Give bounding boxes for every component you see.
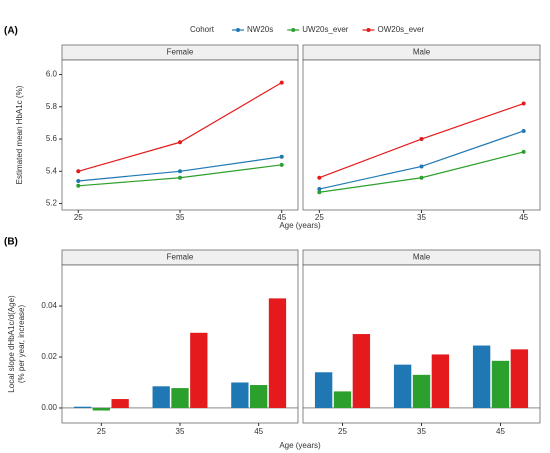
- bar: [190, 332, 208, 408]
- bar: [171, 388, 189, 408]
- bar: [268, 298, 287, 408]
- y-tick-label: 5.2: [46, 199, 58, 208]
- y-tick-label: 6.0: [46, 70, 58, 79]
- x-axis-label: Age (years): [279, 441, 321, 450]
- point: [178, 140, 182, 145]
- facet-label: Female: [167, 253, 194, 262]
- x-tick-label: 45: [496, 427, 505, 436]
- x-tick-label: 35: [176, 213, 185, 222]
- panel-label: (B): [4, 237, 18, 248]
- legend-label: OW20s_ever: [377, 25, 424, 34]
- point: [279, 80, 284, 85]
- y-axis-label: Estimated mean HbA1c (%): [15, 85, 24, 184]
- x-axis-label: Age (years): [279, 221, 321, 230]
- x-tick-label: 35: [417, 427, 426, 436]
- y-tick-label: 5.6: [46, 134, 58, 143]
- point: [317, 175, 322, 180]
- legend-label: UW20s_ever: [302, 25, 349, 34]
- point: [279, 154, 284, 159]
- point: [419, 164, 424, 169]
- plot-area: [302, 59, 541, 211]
- bar: [231, 382, 249, 408]
- x-tick-label: 25: [74, 213, 83, 222]
- bar: [152, 386, 170, 408]
- point: [419, 137, 424, 142]
- plot-area: [61, 59, 299, 211]
- y-tick-label: 5.8: [46, 102, 58, 111]
- y-tick-label: 0.00: [41, 403, 57, 412]
- bar: [393, 364, 412, 408]
- legend-dot: [291, 28, 296, 32]
- facet-label: Female: [167, 48, 194, 57]
- bar: [491, 360, 510, 408]
- bar: [73, 406, 92, 408]
- legend-title: Cohort: [190, 25, 215, 34]
- point: [178, 175, 182, 180]
- bar: [510, 349, 529, 408]
- point: [521, 149, 526, 154]
- legend-dot: [236, 28, 240, 32]
- panel-label: (A): [4, 26, 18, 37]
- point: [521, 128, 526, 133]
- facet-label: Male: [413, 253, 431, 262]
- x-tick-label: 35: [176, 427, 185, 436]
- bar: [111, 399, 129, 408]
- x-tick-label: 35: [417, 213, 426, 222]
- y-tick-label: 5.4: [46, 166, 58, 175]
- x-tick-label: 45: [254, 427, 263, 436]
- bar: [92, 407, 110, 411]
- x-tick-label: 25: [338, 427, 347, 436]
- x-tick-label: 25: [315, 213, 324, 222]
- legend-label: NW20s: [247, 25, 273, 34]
- point: [317, 190, 322, 195]
- point: [76, 183, 81, 188]
- bar: [472, 345, 491, 408]
- point: [76, 169, 81, 174]
- bar: [352, 334, 371, 408]
- x-tick-label: 45: [519, 213, 528, 222]
- x-tick-label: 45: [277, 213, 286, 222]
- point: [317, 187, 322, 192]
- point: [76, 178, 81, 183]
- legend-dot: [366, 28, 371, 32]
- bar: [333, 391, 352, 408]
- y-tick-label: 0.02: [41, 352, 57, 361]
- bar: [412, 374, 431, 408]
- y-tick-label: 0.04: [41, 301, 57, 310]
- point: [178, 169, 182, 174]
- point: [521, 101, 526, 106]
- bar: [250, 385, 268, 408]
- y-axis-label: (% per year, increase): [17, 305, 26, 384]
- facet-label: Male: [413, 48, 431, 57]
- y-axis-label: Local slope dHbA1c/d(Age): [7, 295, 16, 393]
- x-tick-label: 25: [97, 427, 106, 436]
- point: [419, 175, 424, 180]
- point: [279, 162, 284, 167]
- bar: [314, 372, 333, 408]
- bar: [431, 354, 450, 408]
